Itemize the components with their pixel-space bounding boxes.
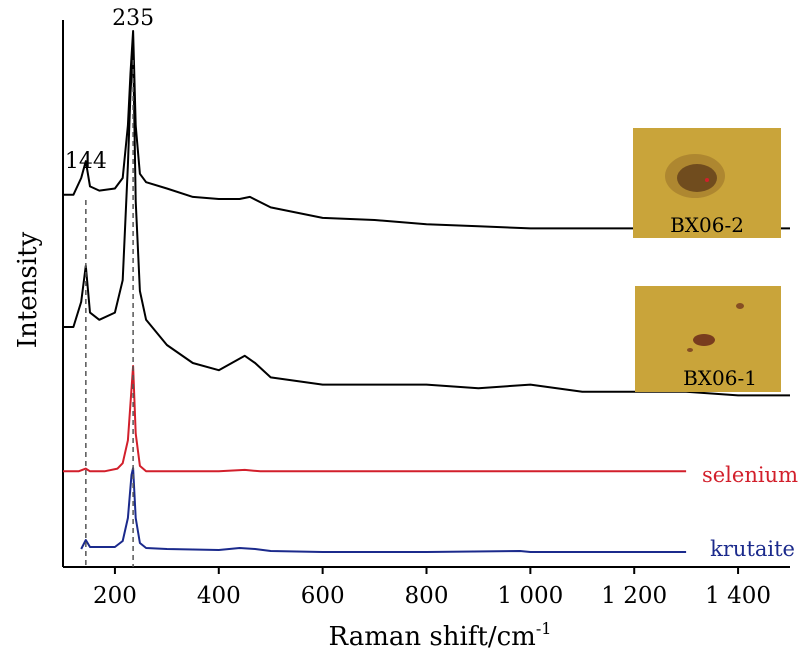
plot-area: 200 400 600 800 1 000 1 200 1 400 selenium kruta…: [62, 6, 798, 609]
series-label-selenium: selenium: [702, 463, 798, 487]
x-tick-label-1400: 1 400: [705, 583, 771, 609]
x-axis-label-text: Raman shift/cm: [329, 622, 536, 652]
x-axis-label-superscript: -1: [536, 619, 552, 638]
inset-bx06-1-grain-small: [736, 303, 744, 309]
inset-images: BX06-2 BX06-1: [633, 128, 781, 392]
inset-bx06-2-grain: [677, 164, 717, 192]
series-line-bx06-2: [63, 30, 790, 230]
inset-bx06-1-grain: [693, 334, 715, 346]
x-tick-label-400: 400: [197, 583, 241, 609]
x-tick-label-200: 200: [93, 583, 137, 609]
series-line-bx06-1: [63, 45, 790, 397]
x-tick-label-1000: 1 000: [497, 583, 563, 609]
x-tick-label-600: 600: [301, 583, 345, 609]
peak-marker-label-144: 144: [65, 149, 107, 174]
x-tick-label-1200: 1 200: [601, 583, 667, 609]
inset-bx06-1-label: BX06-1: [683, 366, 757, 390]
inset-bx06-2-grain-halo: [665, 154, 725, 198]
inset-bx06-2-laser-spot: [705, 178, 709, 182]
y-axis-label: Intensity: [13, 231, 43, 348]
series-line-krutaite: [80, 467, 687, 553]
inset-bx06-2-label: BX06-2: [670, 213, 744, 237]
x-axis-label: Raman shift/cm-1: [329, 619, 552, 652]
inset-bx06-2: BX06-2: [633, 128, 781, 238]
inset-bx06-1: BX06-1: [635, 286, 781, 392]
series-line-selenium: [63, 365, 687, 473]
peak-marker-label-235: 235: [112, 6, 154, 31]
x-tick-label-800: 800: [405, 583, 449, 609]
series-label-krutaite: krutaite: [710, 537, 795, 561]
inset-bx06-1-grain-tiny: [687, 348, 693, 352]
